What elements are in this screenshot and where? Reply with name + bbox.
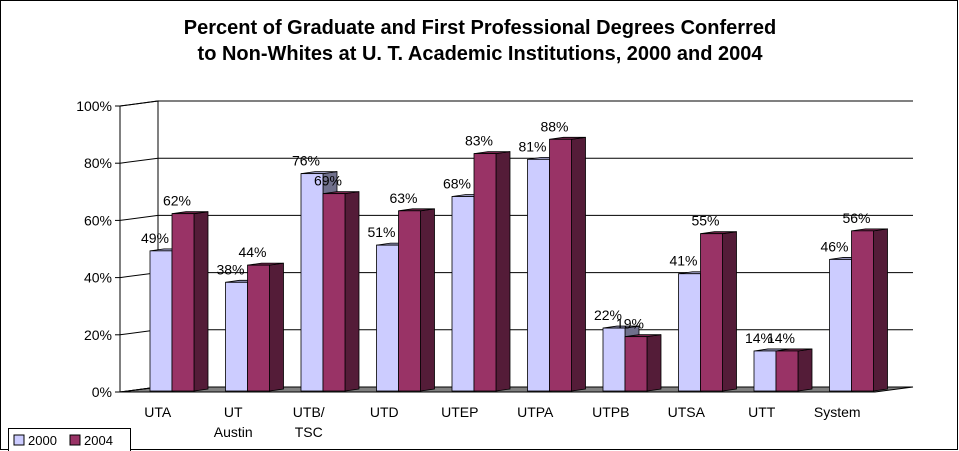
bar xyxy=(624,336,648,392)
bar xyxy=(149,250,173,392)
bar-side xyxy=(646,334,662,392)
bar-side xyxy=(420,208,435,392)
legend: 2000 2004 xyxy=(8,428,131,451)
chart-title: Percent of Graduate and First Profession… xyxy=(184,17,776,39)
x-tick-label: System xyxy=(814,404,861,420)
bar xyxy=(602,327,626,392)
bar-side xyxy=(495,151,511,392)
bar xyxy=(451,196,475,392)
grid-line-side xyxy=(119,214,159,221)
legend-swatch xyxy=(13,434,25,446)
x-tick-label: UTT xyxy=(748,404,776,420)
value-label: 62% xyxy=(163,193,191,209)
bar-side xyxy=(193,211,209,392)
grid-line-side xyxy=(119,157,159,164)
bar xyxy=(473,153,497,392)
bar xyxy=(247,264,270,392)
bar xyxy=(527,158,550,392)
bar xyxy=(225,281,248,392)
value-label: 88% xyxy=(540,118,568,134)
value-label: 41% xyxy=(669,253,697,269)
value-label: 22% xyxy=(594,307,622,323)
value-label: 81% xyxy=(518,138,546,154)
bar-side xyxy=(269,262,284,392)
y-tick-label: 40% xyxy=(84,270,112,286)
value-label: 63% xyxy=(389,190,417,206)
value-label: 14% xyxy=(767,330,795,346)
x-tick-label: UTA xyxy=(144,404,172,420)
bar xyxy=(753,350,777,392)
x-tick-label: UTPB xyxy=(592,404,629,420)
bar xyxy=(678,273,701,392)
x-tick-label: UTB/TSC xyxy=(293,404,325,440)
y-tick-label: 100% xyxy=(76,98,112,114)
x-tick-label: UTD xyxy=(370,404,399,420)
bar xyxy=(700,233,723,392)
value-label: 69% xyxy=(314,173,342,189)
bar xyxy=(300,173,324,392)
x-tick-label: UTEP xyxy=(441,404,478,420)
grid-line-side xyxy=(119,100,159,107)
legend-label: 2000 xyxy=(28,433,57,448)
legend-swatch xyxy=(69,434,81,446)
y-tick-label: 20% xyxy=(84,327,112,343)
value-label: 68% xyxy=(443,176,471,192)
x-tick-label: UT Austin xyxy=(214,404,253,440)
bar-side xyxy=(873,228,888,392)
y-tick-label: 0% xyxy=(92,384,112,400)
value-label: 56% xyxy=(842,210,870,226)
value-label: 49% xyxy=(141,230,169,246)
x-tick-label: UTPA xyxy=(517,404,554,420)
bar xyxy=(549,138,572,392)
chart-subtitle: to Non-Whites at U. T. Academic Institut… xyxy=(198,43,764,65)
bar xyxy=(322,193,346,392)
value-label: 19% xyxy=(616,316,644,332)
x-tick-label: UTSA xyxy=(668,404,706,420)
bar-side xyxy=(722,231,737,392)
bar xyxy=(376,244,399,392)
value-label: 51% xyxy=(367,224,395,240)
y-tick-label: 80% xyxy=(84,155,112,171)
bar-side xyxy=(797,348,813,392)
bar xyxy=(171,213,195,392)
bar xyxy=(398,210,421,392)
bar xyxy=(851,230,874,392)
value-label: 14% xyxy=(745,330,773,346)
legend-label: 2004 xyxy=(84,433,113,448)
value-label: 38% xyxy=(216,261,244,277)
value-label: 83% xyxy=(465,133,493,149)
bar xyxy=(829,259,852,392)
y-tick-label: 60% xyxy=(84,212,112,228)
value-label: 44% xyxy=(238,244,266,260)
bar xyxy=(775,350,799,392)
bar-side xyxy=(571,136,586,392)
value-label: 46% xyxy=(820,238,848,254)
value-label: 55% xyxy=(691,213,719,229)
bar-side xyxy=(344,191,360,392)
value-label: 76% xyxy=(292,153,320,169)
